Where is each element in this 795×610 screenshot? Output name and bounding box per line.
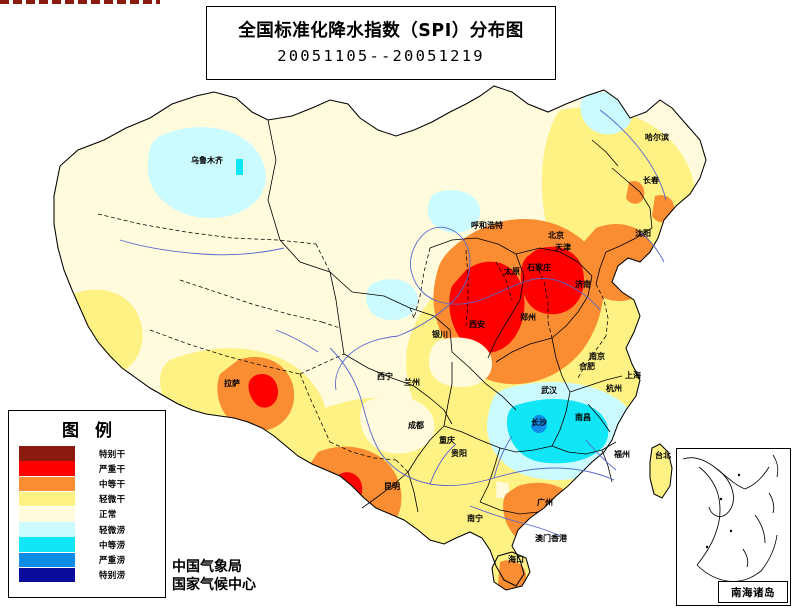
- province-boundaries-dashed: [97, 213, 609, 473]
- legend-label: 轻微干: [99, 495, 126, 506]
- legend-swatch: [19, 537, 75, 553]
- city-label: 台北: [655, 450, 671, 460]
- city-label: 西宁: [377, 371, 393, 381]
- legend-row: 特别涝: [19, 567, 165, 583]
- legend-row: 中等干: [19, 476, 165, 492]
- legend-swatch: [19, 522, 75, 537]
- agency-credit: 中国气象局 国家气候中心: [172, 558, 256, 595]
- legend-swatch: [19, 476, 75, 492]
- city-label: 杭州: [606, 383, 622, 393]
- city-label: 成都: [408, 420, 424, 430]
- city-label: 南京: [589, 351, 605, 361]
- legend-swatch: [19, 446, 75, 461]
- city-label: 呼和浩特: [471, 220, 503, 230]
- agency-line-1: 中国气象局: [172, 559, 242, 575]
- legend-label: 严重涝: [99, 555, 126, 566]
- legend-label: 轻微涝: [99, 525, 126, 536]
- legend-entries: 特别干严重干中等干轻微干正常轻微涝中等涝严重涝特别涝: [9, 446, 165, 583]
- city-label: 沈阳: [635, 228, 651, 238]
- city-label: 长春: [643, 175, 659, 185]
- top-edge-artifact: [0, 0, 160, 4]
- city-label: 广州: [537, 497, 553, 507]
- legend-label: 正常: [99, 510, 117, 521]
- legend-row: 正常: [19, 507, 165, 522]
- inset-label: 南海诸岛: [718, 581, 788, 603]
- city-label: 哈尔滨: [645, 132, 669, 142]
- rivers: [119, 109, 667, 537]
- city-label: 石家庄: [526, 262, 551, 272]
- agency-line-2: 国家气候中心: [172, 577, 256, 594]
- legend-label: 严重干: [99, 464, 126, 475]
- legend-label: 中等涝: [99, 540, 126, 551]
- legend-row: 中等涝: [19, 537, 165, 553]
- province-boundaries: [267, 119, 653, 515]
- legend-label: 特别干: [99, 449, 126, 460]
- city-label: 南昌: [575, 412, 591, 422]
- legend-heading: 图例: [62, 421, 128, 441]
- legend-row: 严重涝: [19, 552, 165, 568]
- city-label: 南宁: [467, 513, 483, 523]
- city-label: 乌鲁木齐: [191, 155, 224, 165]
- legend-label: 特别涝: [99, 571, 126, 582]
- city-label: 天津: [555, 242, 571, 252]
- city-label: 兰州: [404, 377, 420, 387]
- city-label: 福州: [613, 449, 630, 459]
- taiwan-outline: [649, 443, 673, 499]
- legend-box: 图例 特别干严重干中等干轻微干正常轻微涝中等涝严重涝特别涝: [8, 410, 166, 598]
- city-label: 拉萨: [224, 378, 240, 388]
- title-box: 全国标准化降水指数（SPI）分布图 20051105--20051219: [206, 6, 556, 80]
- city-label: 昆明: [384, 481, 400, 491]
- city-label: 银川: [431, 329, 448, 339]
- china-national-border: [53, 85, 707, 587]
- legend-swatch: [19, 552, 75, 568]
- legend-row: 特别干: [19, 446, 165, 461]
- legend-row: 严重干: [19, 461, 165, 477]
- city-label: 上海: [625, 370, 641, 380]
- south-china-sea-inset: 南海诸岛: [676, 448, 791, 606]
- city-label: 武汉: [541, 385, 558, 395]
- legend-label: 中等干: [99, 479, 126, 490]
- legend-row: 轻微干: [19, 491, 165, 507]
- city-label: 西安: [469, 319, 485, 329]
- city-label: 合肥: [578, 361, 595, 371]
- city-label: 长沙: [531, 417, 547, 427]
- city-label: 北京: [548, 230, 564, 240]
- city-label: 重庆: [439, 435, 455, 445]
- city-label: 澳门香港: [535, 533, 568, 543]
- legend-swatch: [19, 507, 75, 522]
- legend-row: 轻微涝: [19, 522, 165, 537]
- city-label: 郑州: [520, 312, 536, 322]
- legend-swatch: [19, 461, 75, 477]
- inset-map: [682, 454, 779, 595]
- legend-swatch: [19, 567, 75, 583]
- city-label: 太原: [503, 266, 520, 276]
- map-title: 全国标准化降水指数（SPI）分布图: [238, 20, 524, 41]
- hainan-outline: [491, 551, 531, 591]
- city-label: 贵阳: [451, 448, 467, 458]
- legend-swatch: [19, 491, 75, 507]
- map-period: 20051105--20051219: [277, 47, 485, 66]
- city-label: 海口: [508, 554, 524, 564]
- taiwan-fill: [650, 444, 672, 498]
- city-label: 济南: [575, 279, 591, 289]
